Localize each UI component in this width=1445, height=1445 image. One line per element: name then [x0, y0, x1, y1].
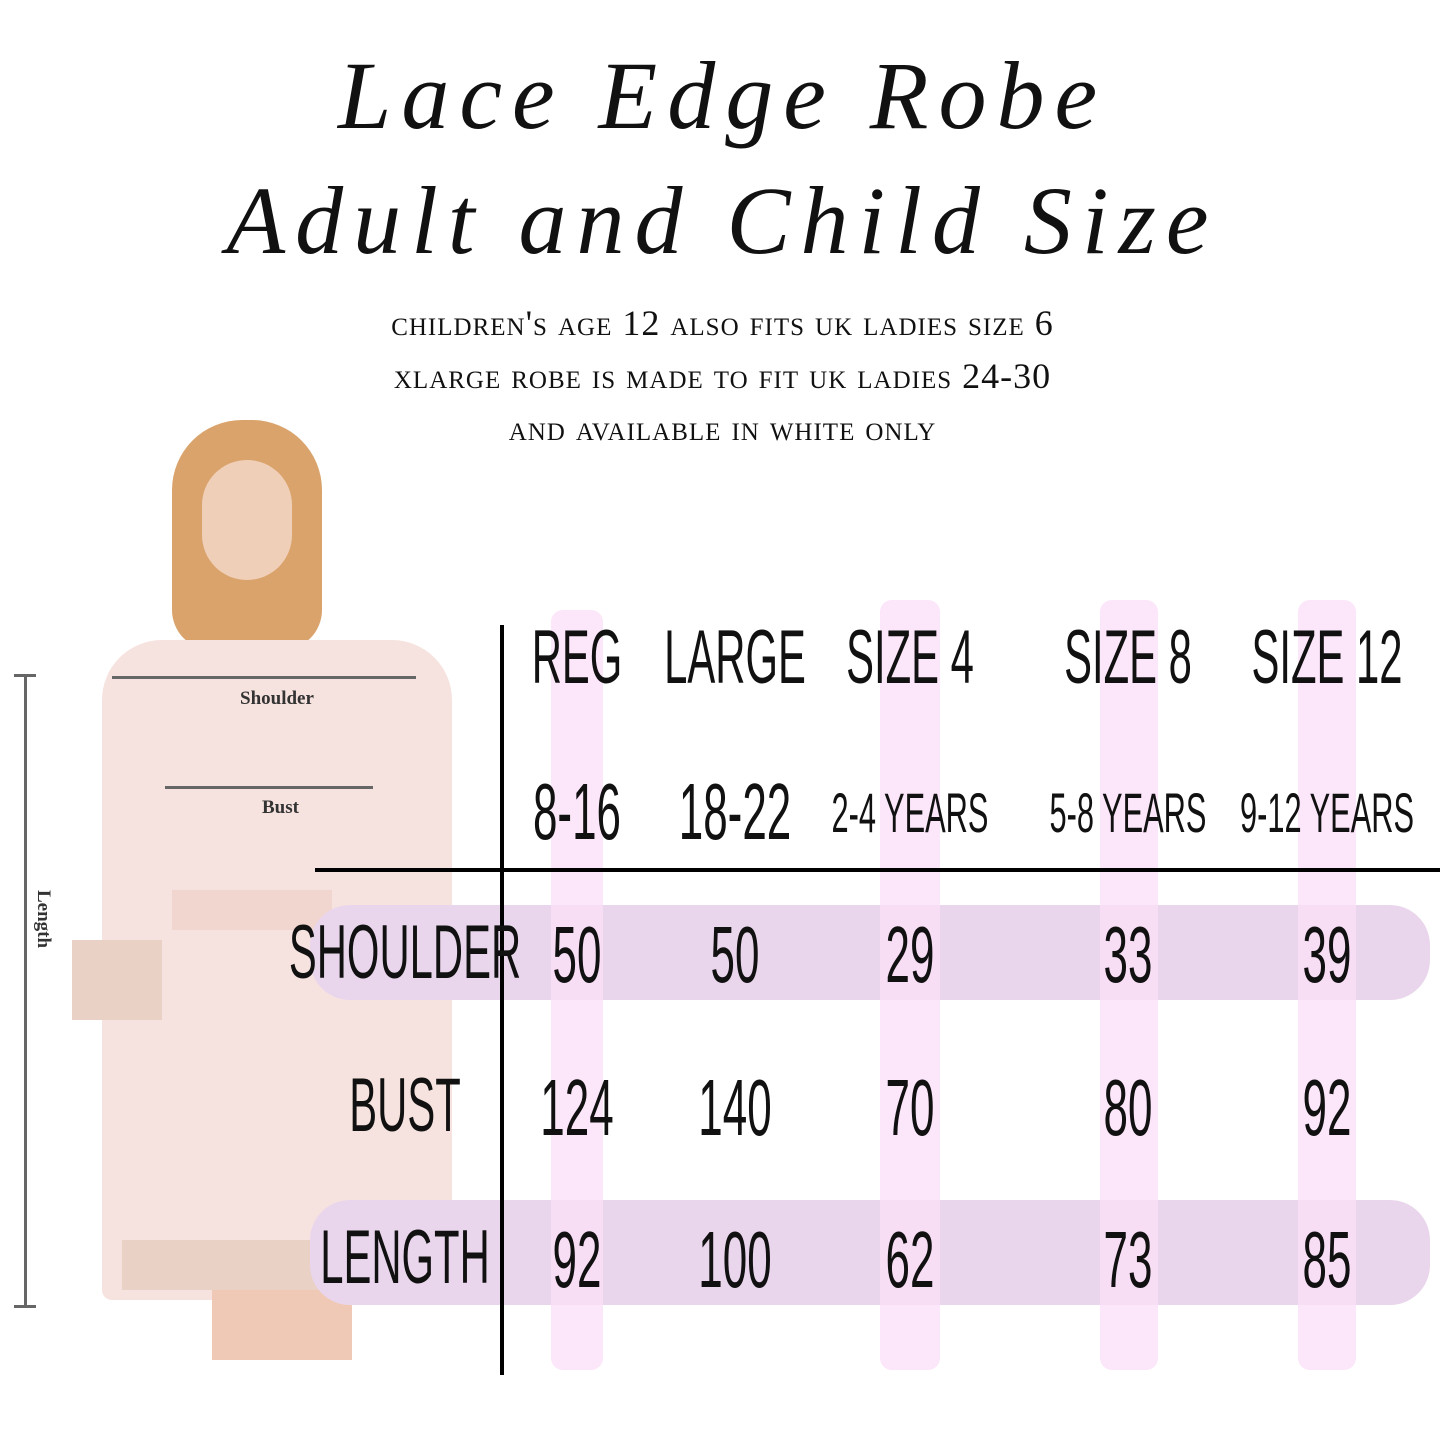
table-cell-value: 85 — [1302, 1215, 1352, 1304]
length-figure-label: Length — [33, 890, 54, 949]
length-row-highlight — [310, 1200, 1430, 1305]
shoulder-row-highlight — [310, 905, 1430, 1000]
column-size-header: SIZE 12 — [1251, 615, 1403, 700]
column-size-header: LARGE — [664, 615, 806, 700]
table-cell-value: 73 — [1103, 1215, 1153, 1304]
column-size-header: REG — [531, 615, 623, 700]
row-label: BUST — [349, 1063, 461, 1148]
column-highlight — [551, 610, 603, 1370]
column-range-header: 9-12 YEARS — [1239, 781, 1415, 844]
table-cell-value: 124 — [540, 1063, 614, 1152]
table-cell-value: 80 — [1103, 1063, 1153, 1152]
column-size-header: SIZE 4 — [846, 615, 974, 700]
column-highlight — [1298, 600, 1356, 1370]
table-cell-value: 50 — [552, 910, 602, 999]
title-line-2: Adult and Child Size — [226, 167, 1219, 274]
table-cell-value: 70 — [885, 1063, 935, 1152]
row-label: LENGTH — [320, 1215, 490, 1300]
title-line-1: Lace Edge Robe — [337, 42, 1108, 149]
table-horizontal-divider — [315, 868, 1440, 872]
length-tick-bottom — [14, 1305, 36, 1308]
bust-figure-label: Bust — [262, 797, 299, 818]
column-highlight — [880, 600, 940, 1370]
column-range-header: 5-8 YEARS — [1049, 781, 1207, 844]
table-cell-value: 140 — [698, 1063, 772, 1152]
table-cell-value: 39 — [1302, 910, 1352, 999]
shoulder-figure-label: Shoulder — [240, 688, 314, 709]
table-cell-value: 92 — [552, 1215, 602, 1304]
column-range-header: 18-22 — [678, 767, 792, 856]
column-highlight — [1100, 600, 1158, 1370]
row-label: SHOULDER — [288, 910, 522, 995]
shoulder-measure-line — [112, 676, 416, 679]
table-vertical-divider — [500, 625, 504, 1375]
note-3: and available in white only — [508, 408, 937, 448]
column-size-header: SIZE 8 — [1064, 615, 1192, 700]
note-1: Children's age 12 also fits UK ladies si… — [391, 303, 1054, 343]
length-measure-line — [24, 675, 27, 1307]
bust-measure-line — [165, 786, 373, 789]
length-tick-top — [14, 674, 36, 677]
table-cell-value: 92 — [1302, 1063, 1352, 1152]
column-range-header: 2-4 YEARS — [831, 781, 989, 844]
note-2: XLarge robe is made to fit UK ladies 24-… — [393, 356, 1052, 396]
table-cell-value: 33 — [1103, 910, 1153, 999]
table-cell-value: 29 — [885, 910, 935, 999]
column-range-header: 8-16 — [532, 767, 622, 856]
table-cell-value: 50 — [710, 910, 760, 999]
table-cell-value: 100 — [698, 1215, 772, 1304]
table-cell-value: 62 — [885, 1215, 935, 1304]
